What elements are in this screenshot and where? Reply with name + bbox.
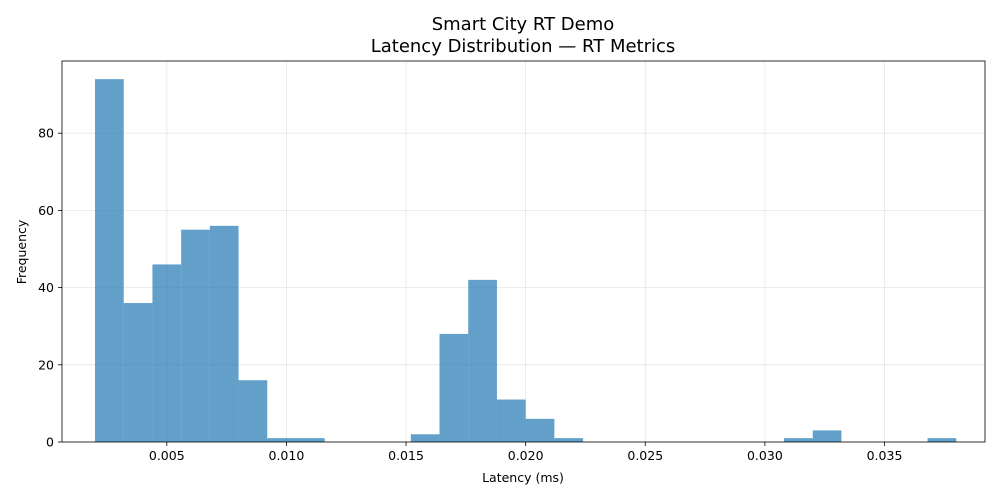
histogram-bar-13 (468, 279, 497, 442)
histogram-bar-25 (812, 430, 842, 442)
histogram-bar-15 (525, 418, 555, 442)
chart-subtitle: Latency Distribution — RT Metrics (371, 36, 676, 57)
plot-frame (61, 60, 986, 443)
histogram-bar-6 (267, 438, 296, 442)
bars (95, 79, 957, 443)
y-tick-label-0: 0 (46, 435, 54, 450)
x-tick-label-0: 0.005 (149, 448, 185, 463)
x-axis-label: Latency (ms) (482, 470, 564, 485)
grid (62, 61, 985, 443)
x-tick-label-3: 0.020 (508, 448, 544, 463)
histogram-bar-3 (181, 229, 210, 442)
chart-title: Smart City RT Demo (432, 14, 615, 35)
histogram-bar-29 (927, 438, 957, 442)
histogram-bar-16 (554, 438, 584, 442)
y-tick-label-4: 80 (38, 126, 54, 141)
x-tick-label-4: 0.025 (627, 448, 663, 463)
histogram-bar-2 (152, 264, 182, 442)
axis-ticks: 0.005 0.010 0.015 0.020 0.025 0.030 0.035 0 20 40… (38, 126, 902, 463)
histogram-bar-12 (439, 333, 469, 442)
y-axis-label: Frequency (14, 219, 29, 284)
histogram-bar-0 (95, 79, 124, 443)
histogram-bar-14 (496, 399, 526, 442)
y-tick-label-1: 20 (38, 357, 54, 372)
histogram-bar-1 (123, 303, 153, 442)
x-tick-label-5: 0.030 (747, 448, 783, 463)
histogram-bar-5 (238, 380, 268, 442)
y-tick-label-2: 40 (38, 280, 54, 295)
histogram-bar-11 (410, 434, 440, 442)
histogram-bar-4 (209, 225, 239, 442)
x-tick-label-1: 0.010 (269, 448, 305, 463)
x-tick-label-6: 0.035 (867, 448, 903, 463)
y-tick-label-3: 60 (38, 203, 54, 218)
histogram-bar-7 (295, 438, 325, 442)
x-tick-label-2: 0.015 (388, 448, 424, 463)
histogram-bar-24 (784, 438, 813, 442)
